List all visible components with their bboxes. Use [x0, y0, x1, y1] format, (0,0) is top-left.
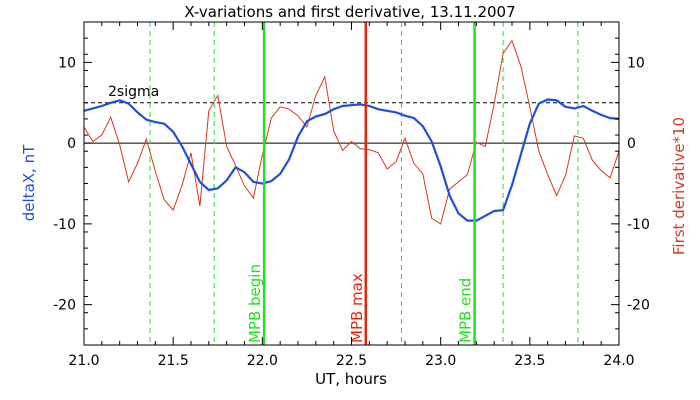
series-layer	[83, 39, 620, 225]
y-right-tick-label-2: -10	[627, 217, 650, 233]
marker-layer: MPB begin MPB max MPB end	[246, 22, 476, 345]
mpb-marker-label-2: MPB end	[457, 278, 475, 343]
derivative-series-line	[83, 39, 620, 225]
y-right-tick-label-0: 10	[627, 55, 645, 71]
y-left-tick-label-2: -10	[53, 217, 76, 233]
threshold-label: 2sigma	[108, 84, 159, 100]
plot-area: MPB begin MPB max MPB end 21.0 21.5 22.0 22.5…	[53, 21, 650, 369]
y-left-tick-label-0: 10	[58, 55, 76, 71]
tick-layer: 21.0 21.5 22.0 22.5 23.0 23.5 24.0 10 10 0 0 -10 -10…	[53, 21, 650, 369]
x-tick-label-4: 23.0	[425, 353, 456, 369]
x-tick-label-6: 24.0	[603, 353, 634, 369]
y-axis-left-label: deltaX, nT	[20, 144, 38, 221]
mpb-marker-label-1: MPB max	[348, 273, 366, 343]
deltax-series-line	[83, 98, 620, 222]
reference-lines	[84, 22, 619, 345]
x-tick-label-1: 21.5	[158, 353, 189, 369]
x-tick-label-2: 22.0	[247, 353, 278, 369]
y-left-tick-label-3: -20	[53, 298, 76, 314]
x-tick-label-3: 22.5	[336, 353, 367, 369]
x-axis-label: UT, hours	[315, 370, 387, 388]
y-right-tick-label-1: 0	[627, 136, 636, 152]
x-tick-label-5: 23.5	[514, 353, 545, 369]
y-axis-right-label: First derivative*10	[670, 117, 688, 255]
y-left-tick-label-1: 0	[67, 136, 76, 152]
chart-title: X-variations and first derivative, 13.11…	[184, 3, 515, 21]
x-tick-label-0: 21.0	[68, 353, 99, 369]
y-right-tick-label-3: -20	[627, 298, 650, 314]
mpb-marker-label-0: MPB begin	[246, 264, 264, 343]
